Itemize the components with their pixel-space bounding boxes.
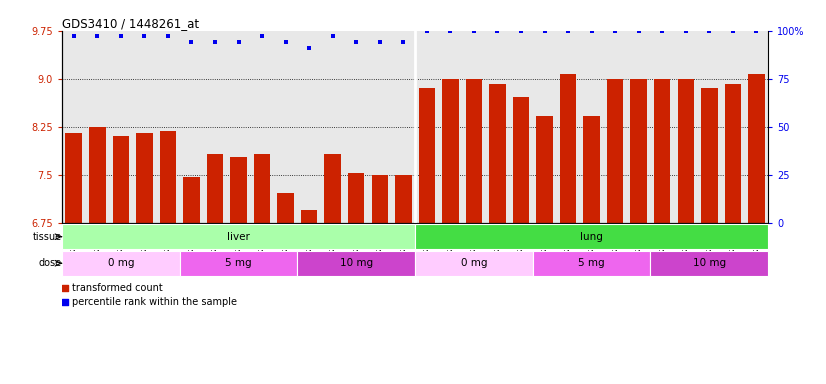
Point bbox=[396, 39, 410, 45]
Bar bbox=[372, 175, 388, 223]
Point bbox=[255, 33, 268, 40]
Bar bbox=[183, 177, 200, 223]
Point bbox=[114, 33, 127, 40]
Bar bbox=[513, 97, 529, 223]
Point bbox=[349, 39, 363, 45]
Point bbox=[67, 33, 80, 40]
Bar bbox=[466, 79, 482, 223]
Bar bbox=[179, 251, 297, 276]
Bar bbox=[159, 131, 176, 223]
Bar bbox=[297, 251, 415, 276]
Point bbox=[468, 28, 481, 34]
Bar bbox=[654, 79, 671, 223]
Point bbox=[750, 28, 763, 34]
Text: 10 mg: 10 mg bbox=[693, 258, 726, 268]
Point bbox=[420, 28, 434, 34]
Text: dose: dose bbox=[38, 258, 61, 268]
Point bbox=[91, 33, 104, 40]
Bar bbox=[651, 251, 768, 276]
Bar bbox=[65, 133, 82, 223]
Text: 10 mg: 10 mg bbox=[339, 258, 373, 268]
Point bbox=[326, 33, 339, 40]
Point bbox=[491, 28, 504, 34]
Bar bbox=[560, 74, 577, 223]
Bar bbox=[206, 154, 223, 223]
Point bbox=[515, 28, 528, 34]
Text: 0 mg: 0 mg bbox=[107, 258, 134, 268]
Text: 0 mg: 0 mg bbox=[461, 258, 487, 268]
Bar bbox=[677, 79, 694, 223]
Point bbox=[726, 28, 739, 34]
Bar bbox=[348, 174, 364, 223]
Text: lung: lung bbox=[580, 232, 603, 242]
Text: 5 mg: 5 mg bbox=[225, 258, 252, 268]
Bar bbox=[701, 88, 718, 223]
Bar bbox=[536, 116, 553, 223]
Text: tissue: tissue bbox=[32, 232, 61, 242]
Bar bbox=[415, 251, 533, 276]
Point bbox=[292, 231, 305, 237]
Bar bbox=[89, 127, 106, 223]
Bar bbox=[419, 88, 435, 223]
Bar bbox=[301, 210, 317, 223]
Point bbox=[185, 39, 198, 45]
Point bbox=[373, 39, 387, 45]
Bar bbox=[489, 84, 506, 223]
Bar bbox=[395, 175, 411, 223]
Point bbox=[562, 28, 575, 34]
Point bbox=[632, 28, 645, 34]
Bar bbox=[62, 224, 415, 249]
Point bbox=[444, 28, 457, 34]
Text: transformed count: transformed count bbox=[73, 283, 163, 293]
Point bbox=[161, 33, 174, 40]
Point bbox=[585, 28, 598, 34]
Point bbox=[232, 39, 245, 45]
Point bbox=[656, 28, 669, 34]
Bar bbox=[112, 136, 129, 223]
Bar bbox=[607, 79, 624, 223]
Bar bbox=[254, 154, 270, 223]
Bar bbox=[415, 224, 768, 249]
Text: liver: liver bbox=[227, 232, 250, 242]
Text: 5 mg: 5 mg bbox=[578, 258, 605, 268]
Text: GDS3410 / 1448261_at: GDS3410 / 1448261_at bbox=[62, 17, 199, 30]
Bar bbox=[325, 154, 341, 223]
Bar bbox=[533, 251, 651, 276]
Bar bbox=[583, 116, 600, 223]
Point bbox=[138, 33, 151, 40]
Point bbox=[679, 28, 692, 34]
Point bbox=[538, 28, 551, 34]
Point bbox=[208, 39, 221, 45]
Point bbox=[279, 39, 292, 45]
Point bbox=[609, 28, 622, 34]
Bar bbox=[62, 251, 179, 276]
Bar bbox=[136, 133, 153, 223]
Bar bbox=[630, 79, 647, 223]
Bar bbox=[724, 84, 741, 223]
Bar bbox=[442, 79, 458, 223]
Bar bbox=[230, 157, 247, 223]
Text: percentile rank within the sample: percentile rank within the sample bbox=[73, 296, 237, 307]
Point bbox=[703, 28, 716, 34]
Point bbox=[302, 45, 316, 51]
Bar bbox=[748, 74, 765, 223]
Point bbox=[292, 109, 305, 115]
Bar bbox=[278, 193, 294, 223]
